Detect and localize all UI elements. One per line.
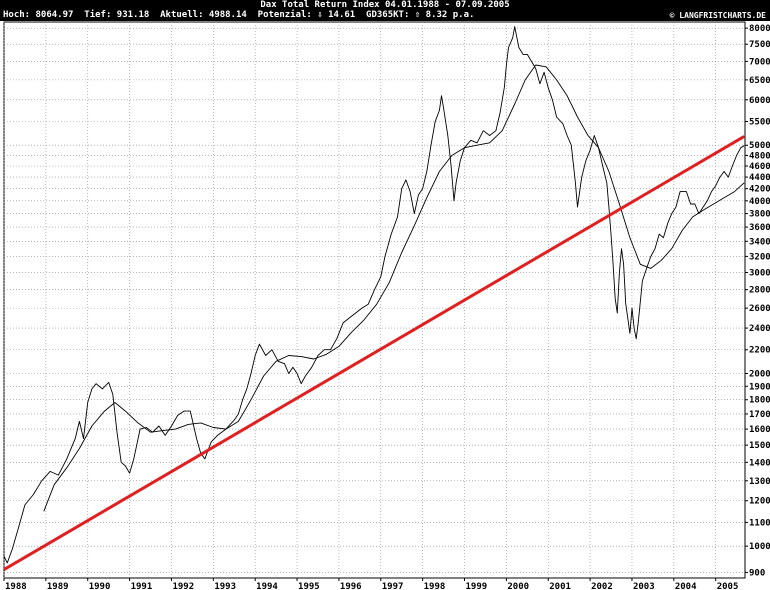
- x-tick-label: 1995: [298, 582, 320, 590]
- x-tick-label: 1999: [466, 582, 488, 590]
- x-axis: 1988 1989 1990 1991 1992 1993 1994 1995 1996 1997…: [3, 578, 739, 590]
- x-tick-label: 1991: [131, 582, 153, 590]
- y-tick-label: 6500: [749, 76, 770, 86]
- y-tick-label: 1300: [749, 477, 770, 487]
- x-tick-label: 2000: [507, 582, 529, 590]
- index-line: [3, 26, 745, 564]
- chart-title: Dax Total Return Index 04.01.1988 - 07.0…: [0, 0, 770, 10]
- y-tick-label: 900: [749, 568, 765, 578]
- x-tick-label: 1993: [214, 582, 236, 590]
- x-tick-label: 1992: [172, 582, 194, 590]
- y-tick-label: 5500: [749, 117, 770, 127]
- y-tick-label: 1500: [749, 441, 770, 451]
- y-tick-label: 8000: [749, 24, 770, 34]
- y-tick-label: 1100: [749, 518, 770, 528]
- y-tick-label: 2800: [749, 286, 770, 296]
- y-tick-label: 1400: [749, 458, 770, 468]
- x-tick-label: 1994: [256, 582, 278, 590]
- x-tick-label: 1990: [89, 582, 111, 590]
- series-group: [3, 26, 745, 571]
- y-tick-label: 2200: [749, 346, 770, 356]
- y-tick-label: 4000: [749, 197, 770, 207]
- y-tick-label: 3800: [749, 210, 770, 220]
- grid: [3, 22, 745, 578]
- x-tick-label: 2002: [591, 582, 613, 590]
- y-tick-label: 1700: [749, 410, 770, 420]
- x-tick-label: 2001: [549, 582, 571, 590]
- moving-average-line: [43, 64, 745, 512]
- y-tick-label: 1600: [749, 425, 770, 435]
- y-tick-label: 4600: [749, 162, 770, 172]
- y-axis: 900 1000 1100 1200 1300 1400 1500 1600 1700 1800 1…: [745, 24, 770, 578]
- x-tick-label: 1996: [340, 582, 362, 590]
- y-tick-label: 6000: [749, 96, 770, 106]
- y-tick-label: 7000: [749, 57, 770, 67]
- y-tick-label: 2400: [749, 324, 770, 334]
- x-tick-label: 2004: [675, 582, 697, 590]
- y-tick-label: 2000: [749, 369, 770, 379]
- trend-line: [3, 135, 745, 571]
- y-tick-label: 4400: [749, 173, 770, 183]
- x-tick-label: 1989: [47, 582, 69, 590]
- y-tick-label: 3200: [749, 252, 770, 262]
- x-tick-label: 2003: [633, 582, 655, 590]
- x-tick-label: 1997: [382, 582, 404, 590]
- source-credit: © LANGFRISTCHARTS.DE: [669, 11, 766, 20]
- y-tick-label: 4200: [749, 185, 770, 195]
- y-tick-label: 2600: [749, 304, 770, 314]
- y-tick-label: 1200: [749, 497, 770, 507]
- y-tick-label: 4800: [749, 151, 770, 161]
- y-tick-label: 3400: [749, 237, 770, 247]
- y-tick-label: 7500: [749, 40, 770, 50]
- stats-text: Hoch: 8064.97 Tief: 931.18 Aktuell: 4988…: [3, 10, 475, 20]
- y-tick-label: 3600: [749, 223, 770, 233]
- x-tick-label: 1988: [5, 582, 27, 590]
- x-tick-label: 2005: [717, 582, 739, 590]
- y-tick-label: 1800: [749, 396, 770, 406]
- y-tick-label: 1000: [749, 542, 770, 552]
- y-tick-label: 1900: [749, 382, 770, 392]
- y-tick-label: 3000: [749, 268, 770, 278]
- y-tick-label: 5000: [749, 141, 770, 151]
- stats-bar: Hoch: 8064.97 Tief: 931.18 Aktuell: 4988…: [0, 10, 770, 21]
- plot-frame: [3, 21, 746, 579]
- x-tick-label: 1998: [424, 582, 446, 590]
